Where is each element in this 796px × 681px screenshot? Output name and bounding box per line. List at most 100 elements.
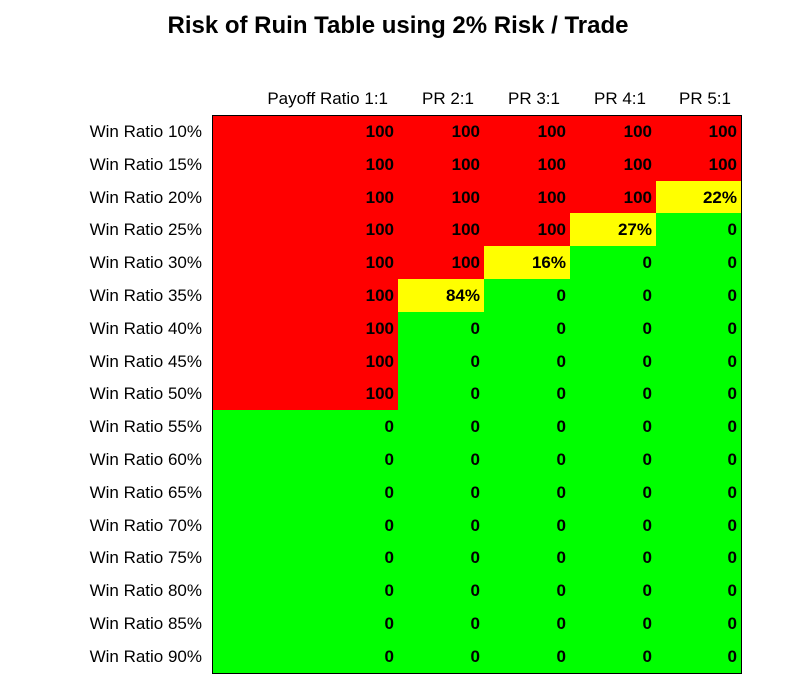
table-cell: 0 xyxy=(570,508,656,542)
table-cell: 100 xyxy=(213,311,398,346)
table-cell: 100 xyxy=(570,180,656,214)
table-cell: 100 xyxy=(484,180,570,214)
table-cell: 0 xyxy=(213,541,398,575)
table-cell: 100 xyxy=(213,115,398,149)
table-cell: 100 xyxy=(213,213,398,247)
row-label: Win Ratio 40% xyxy=(89,318,202,338)
table-cell: 0 xyxy=(656,639,741,674)
table-cell: 100 xyxy=(656,147,741,182)
table-cell: 100 xyxy=(213,377,398,411)
table-cell: 0 xyxy=(398,639,484,674)
column-header: Payoff Ratio 1:1 xyxy=(267,89,388,109)
column-header: PR 5:1 xyxy=(679,89,731,109)
table-cell: 0 xyxy=(398,541,484,575)
row-label: Win Ratio 70% xyxy=(89,515,202,535)
row-label: Win Ratio 85% xyxy=(89,614,202,633)
table-cell: 0 xyxy=(570,279,656,313)
table-cell: 0 xyxy=(656,377,741,411)
table-cell: 0 xyxy=(213,443,398,477)
table-cell: 0 xyxy=(213,639,398,674)
table-cell: 0 xyxy=(484,311,570,346)
table-cell: 0 xyxy=(570,311,656,346)
table-cell: 22% xyxy=(656,180,741,214)
table-cell: 0 xyxy=(570,574,656,608)
table-cell: 0 xyxy=(398,508,484,542)
table-cell: 0 xyxy=(213,475,398,510)
table-cell: 100 xyxy=(398,213,484,247)
table-cell: 0 xyxy=(484,410,570,444)
table-cell: 100 xyxy=(213,344,398,378)
row-label: Win Ratio 35% xyxy=(89,286,202,305)
table-cell: 100 xyxy=(213,279,398,313)
table-cell: 0 xyxy=(656,443,741,477)
table-title: Risk of Ruin Table using 2% Risk / Trade xyxy=(167,12,629,39)
table-cell: 0 xyxy=(570,246,656,280)
table-cell: 0 xyxy=(484,443,570,477)
table-cell: 0 xyxy=(398,443,484,477)
table-cell: 0 xyxy=(484,377,570,411)
row-label: Win Ratio 75% xyxy=(89,548,202,568)
table-cell: 0 xyxy=(570,541,656,575)
row-label: Win Ratio 30% xyxy=(89,253,202,273)
table-cell: 0 xyxy=(398,410,484,444)
table-cell: 0 xyxy=(656,279,741,313)
row-label: Win Ratio 20% xyxy=(89,187,202,207)
table-cell: 0 xyxy=(213,410,398,444)
table-cell: 0 xyxy=(484,541,570,575)
table-cell: 0 xyxy=(398,475,484,510)
table-cell: 16% xyxy=(484,246,570,280)
row-label: Win Ratio 50% xyxy=(89,384,202,404)
table-cell: 0 xyxy=(656,344,741,378)
table-cell: 0 xyxy=(398,607,484,641)
table-cell: 100 xyxy=(398,246,484,280)
table-cell: 0 xyxy=(570,607,656,641)
table-cell: 0 xyxy=(484,639,570,674)
table-cell: 0 xyxy=(570,443,656,477)
row-label: Win Ratio 80% xyxy=(89,581,202,601)
table-cell: 100 xyxy=(398,180,484,214)
table-cell: 0 xyxy=(656,574,741,608)
table-cell: 0 xyxy=(570,639,656,674)
row-label: Win Ratio 25% xyxy=(89,220,202,240)
table-cell: 0 xyxy=(656,246,741,280)
table-cell: 100 xyxy=(484,213,570,247)
column-header: PR 4:1 xyxy=(594,89,646,109)
table-cell: 0 xyxy=(484,344,570,378)
table-cell: 0 xyxy=(213,508,398,542)
table-cell: 0 xyxy=(656,311,741,346)
table-cell: 0 xyxy=(656,475,741,510)
table-cell: 100 xyxy=(398,147,484,182)
table-cell: 0 xyxy=(484,574,570,608)
row-label: Win Ratio 55% xyxy=(89,417,202,437)
table-cell: 100 xyxy=(570,115,656,149)
row-label: Win Ratio 10% xyxy=(89,122,202,141)
table-cell: 0 xyxy=(398,377,484,411)
table-cell: 0 xyxy=(484,279,570,313)
table-cell: 27% xyxy=(570,213,656,247)
table-cell: 0 xyxy=(213,574,398,608)
table-cell: 0 xyxy=(570,377,656,411)
table-cell: 0 xyxy=(484,607,570,641)
table-cell: 0 xyxy=(213,607,398,641)
table-cell: 100 xyxy=(484,147,570,182)
row-label: Win Ratio 15% xyxy=(89,154,202,174)
row-label: Win Ratio 45% xyxy=(89,351,202,371)
table-cell: 100 xyxy=(570,147,656,182)
row-label: Win Ratio 90% xyxy=(89,646,202,666)
table-cell: 0 xyxy=(398,311,484,346)
table-cell: 0 xyxy=(484,508,570,542)
table-cell: 100 xyxy=(213,147,398,182)
table-cell: 0 xyxy=(656,607,741,641)
table-cell: 0 xyxy=(656,541,741,575)
table-cell: 0 xyxy=(656,410,741,444)
table-cell: 0 xyxy=(656,508,741,542)
table-cell: 100 xyxy=(213,180,398,214)
row-label: Win Ratio 65% xyxy=(89,482,202,502)
table-cell: 100 xyxy=(656,115,741,149)
column-header: PR 2:1 xyxy=(422,89,474,109)
table-cell: 0 xyxy=(398,344,484,378)
table-cell: 100 xyxy=(398,115,484,149)
row-label: Win Ratio 60% xyxy=(89,450,202,469)
table-cell: 0 xyxy=(570,475,656,510)
table-cell: 0 xyxy=(484,475,570,510)
